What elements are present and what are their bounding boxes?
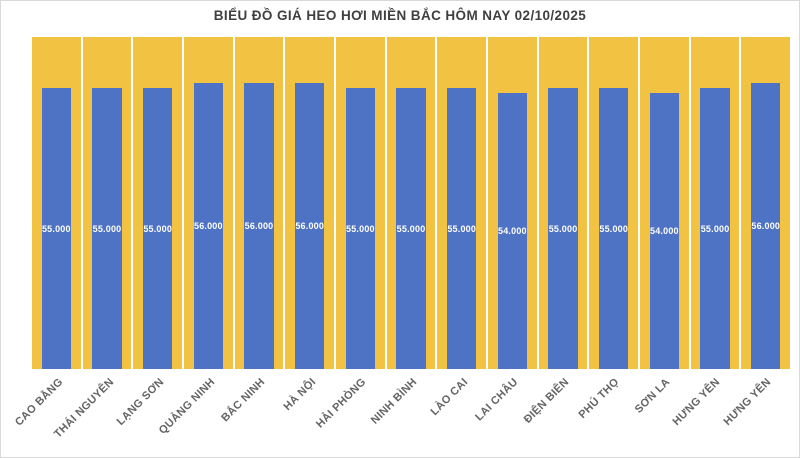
bar-value-label: 55.000 xyxy=(346,223,375,234)
bar-value-label: 56.000 xyxy=(295,220,325,231)
category-column: 55.000 xyxy=(32,37,81,369)
category-column: 55.000 xyxy=(82,37,132,369)
x-axis-labels: CAO BẰNG THÁI NGUYÊN LẠNG SƠN QUẢNG NINH BẮC… xyxy=(13,374,790,457)
category-column: 56.000 xyxy=(234,37,284,369)
bar-value-label: 56.000 xyxy=(193,220,223,231)
bar-value-label: 55.000 xyxy=(92,223,122,234)
bar: 55.000 xyxy=(447,88,477,369)
bar: 55.000 xyxy=(700,88,730,369)
bar: 56.000 xyxy=(751,82,781,369)
bar-value-label: 54.000 xyxy=(650,226,679,237)
category-column: 56.000 xyxy=(184,37,233,369)
chart-title: BIỂU ĐỒ GIÁ HEO HƠI MIỀN BẮC HÔM NAY 02/… xyxy=(213,8,587,23)
bar: 54.000 xyxy=(649,93,679,369)
bar-value-label: 54.000 xyxy=(498,226,527,237)
bar-value-label: 55.000 xyxy=(599,223,629,234)
bar: 55.000 xyxy=(548,88,578,369)
category-column: 55.000 xyxy=(690,37,740,369)
bar-value-label: 55.000 xyxy=(41,223,71,234)
bar: 56.000 xyxy=(244,82,274,369)
bar-value-label: 56.000 xyxy=(244,220,274,231)
category-column: 54.000 xyxy=(640,37,689,369)
category-column: 54.000 xyxy=(488,37,537,369)
plot-area: 55.000 55.000 55.000 56.000 56.000 56.000 55.0… xyxy=(32,37,791,369)
category-column: 55.000 xyxy=(386,37,436,369)
category-column: 56.000 xyxy=(285,37,335,369)
category-column: 55.000 xyxy=(538,37,588,369)
bar-value-label: 55.000 xyxy=(447,223,477,234)
bar: 56.000 xyxy=(193,82,223,369)
x-axis-label: CAO BẰNG xyxy=(13,376,66,429)
bar-value-label: 55.000 xyxy=(548,223,578,234)
bar: 55.000 xyxy=(345,88,375,369)
category-column: 55.000 xyxy=(589,37,639,369)
bar: 55.000 xyxy=(143,88,173,369)
category-column: 55.000 xyxy=(437,37,487,369)
bar: 55.000 xyxy=(599,88,629,369)
bar: 56.000 xyxy=(295,82,325,369)
bar: 55.000 xyxy=(396,88,426,369)
bar-value-label: 56.000 xyxy=(751,220,781,231)
bar-value-label: 55.000 xyxy=(396,223,426,234)
bar: 55.000 xyxy=(92,88,122,369)
bar-value-label: 55.000 xyxy=(700,223,730,234)
bar-value-label: 55.000 xyxy=(143,223,173,234)
category-column: 56.000 xyxy=(741,37,791,369)
bar: 55.000 xyxy=(41,88,71,369)
bar: 54.000 xyxy=(497,93,527,369)
category-column: 55.000 xyxy=(336,37,385,369)
category-column: 55.000 xyxy=(133,37,183,369)
